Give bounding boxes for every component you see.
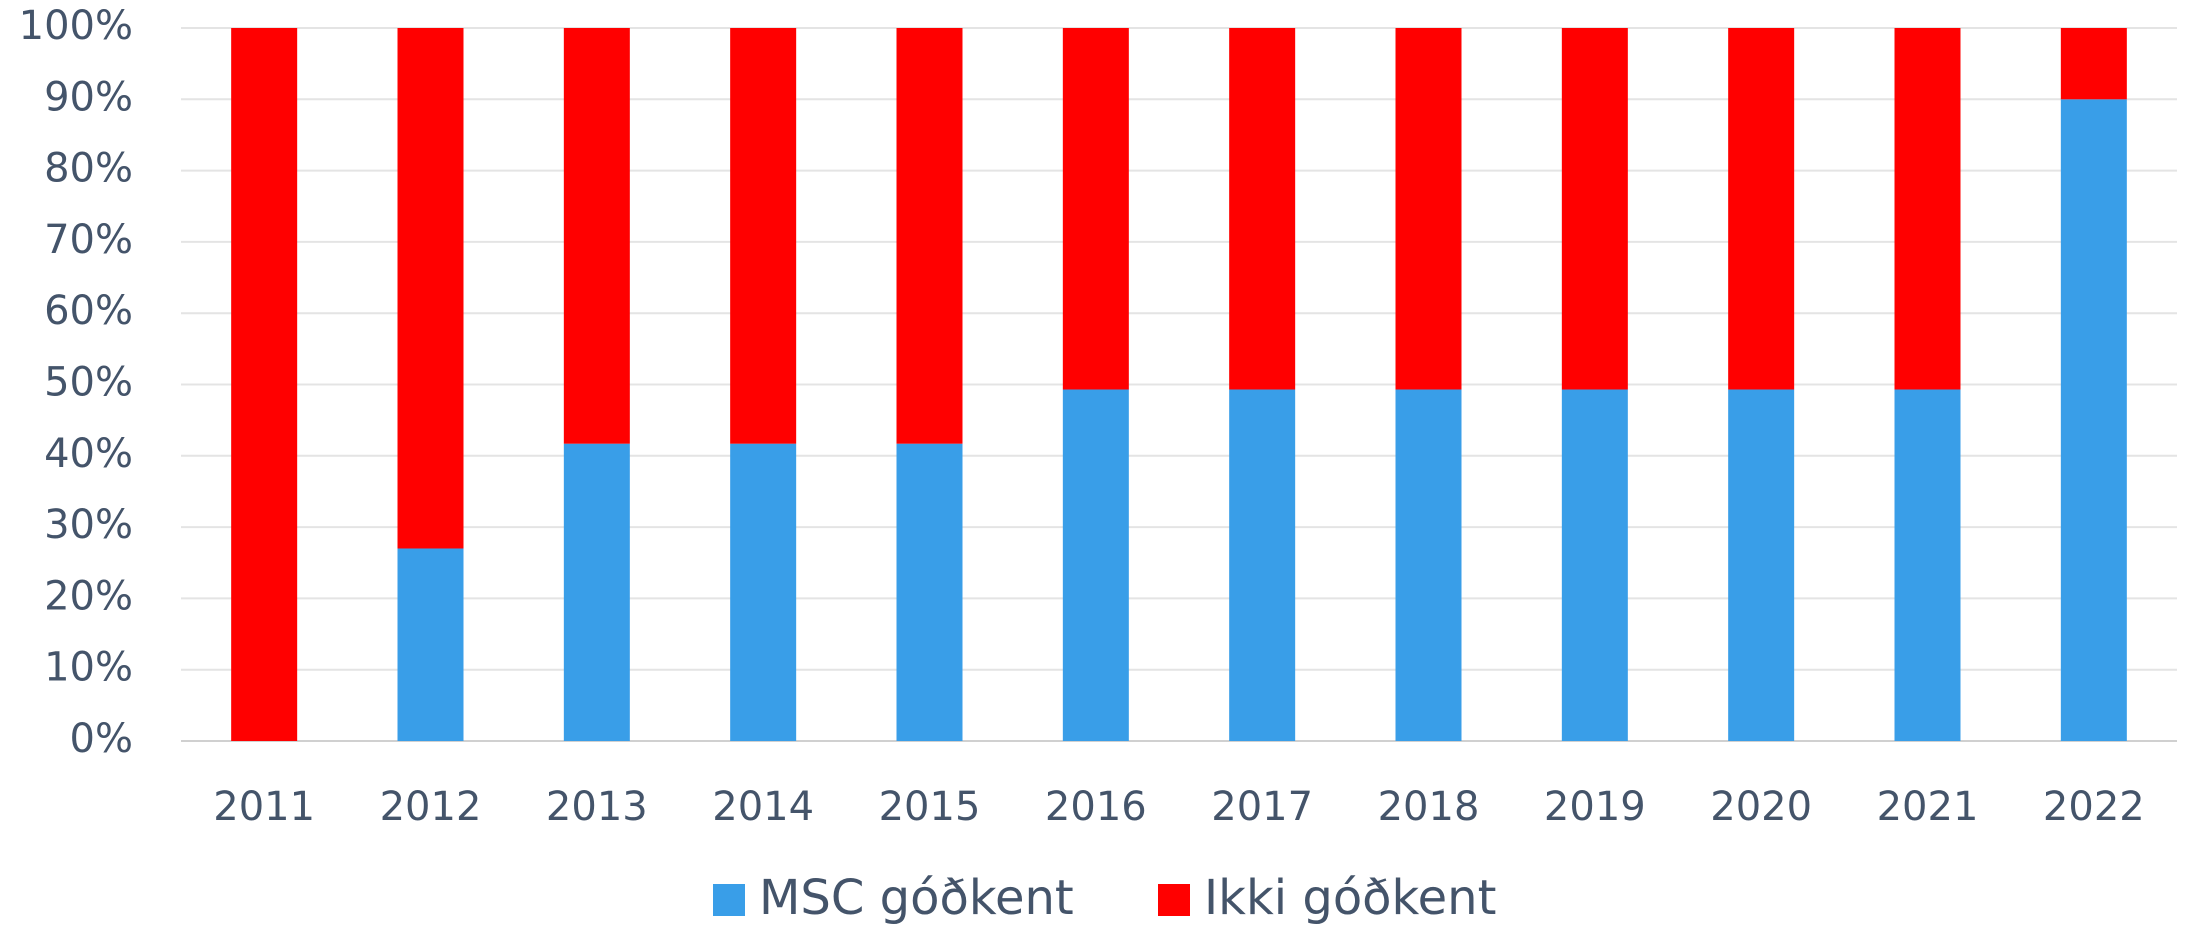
bar-segment xyxy=(231,28,298,741)
bar-segment xyxy=(730,443,797,741)
x-tick-label: 2020 xyxy=(1710,784,1812,830)
x-tick-label: 2022 xyxy=(2043,784,2145,830)
bar-segment xyxy=(1229,28,1296,390)
y-tick-label: 70% xyxy=(44,217,133,263)
x-tick-label: 2014 xyxy=(712,784,814,830)
bar-segment xyxy=(2060,99,2127,742)
y-tick-label: 60% xyxy=(44,288,133,334)
x-tick-label: 2012 xyxy=(380,784,482,830)
y-tick-label: 90% xyxy=(44,74,133,120)
x-tick-label: 2011 xyxy=(213,784,315,830)
bar-segment xyxy=(1561,389,1628,741)
y-tick-label: 30% xyxy=(44,502,133,548)
bar-segment xyxy=(563,28,630,444)
bar-segment xyxy=(1229,389,1296,741)
bar-segment xyxy=(1395,28,1462,390)
legend-label: MSC góðkent xyxy=(759,870,1074,926)
bar-segment xyxy=(896,443,963,741)
bar-segment xyxy=(397,28,464,549)
y-tick-label: 0% xyxy=(70,716,133,762)
bar-segment xyxy=(397,548,464,741)
x-tick-label: 2013 xyxy=(546,784,648,830)
bar-segment xyxy=(1395,389,1462,741)
y-tick-label: 80% xyxy=(44,146,133,192)
bar-segment xyxy=(896,28,963,444)
y-tick-label: 40% xyxy=(44,431,133,477)
bar-segment xyxy=(1894,28,1961,390)
bar-segment xyxy=(1728,389,1795,741)
y-tick-label: 20% xyxy=(44,573,133,619)
y-tick-label: 100% xyxy=(19,3,133,49)
x-tick-label: 2018 xyxy=(1378,784,1480,830)
bar-segment xyxy=(1561,28,1628,390)
bar-segment xyxy=(1894,389,1961,741)
bar-segment xyxy=(1062,28,1129,390)
x-tick-label: 2015 xyxy=(879,784,981,830)
legend-swatch xyxy=(713,884,745,916)
x-tick-label: 2017 xyxy=(1211,784,1313,830)
bar-segment xyxy=(730,28,797,444)
bar-segment xyxy=(563,443,630,741)
bar-segment xyxy=(2060,28,2127,100)
bar-segment xyxy=(1728,28,1795,390)
legend-label: Ikki góðkent xyxy=(1204,870,1496,926)
x-tick-label: 2021 xyxy=(1877,784,1979,830)
legend-swatch xyxy=(1158,884,1190,916)
bar-segment xyxy=(1062,389,1129,741)
y-tick-label: 10% xyxy=(44,645,133,691)
y-tick-label: 50% xyxy=(44,360,133,406)
x-tick-label: 2019 xyxy=(1544,784,1646,830)
x-tick-label: 2016 xyxy=(1045,784,1147,830)
